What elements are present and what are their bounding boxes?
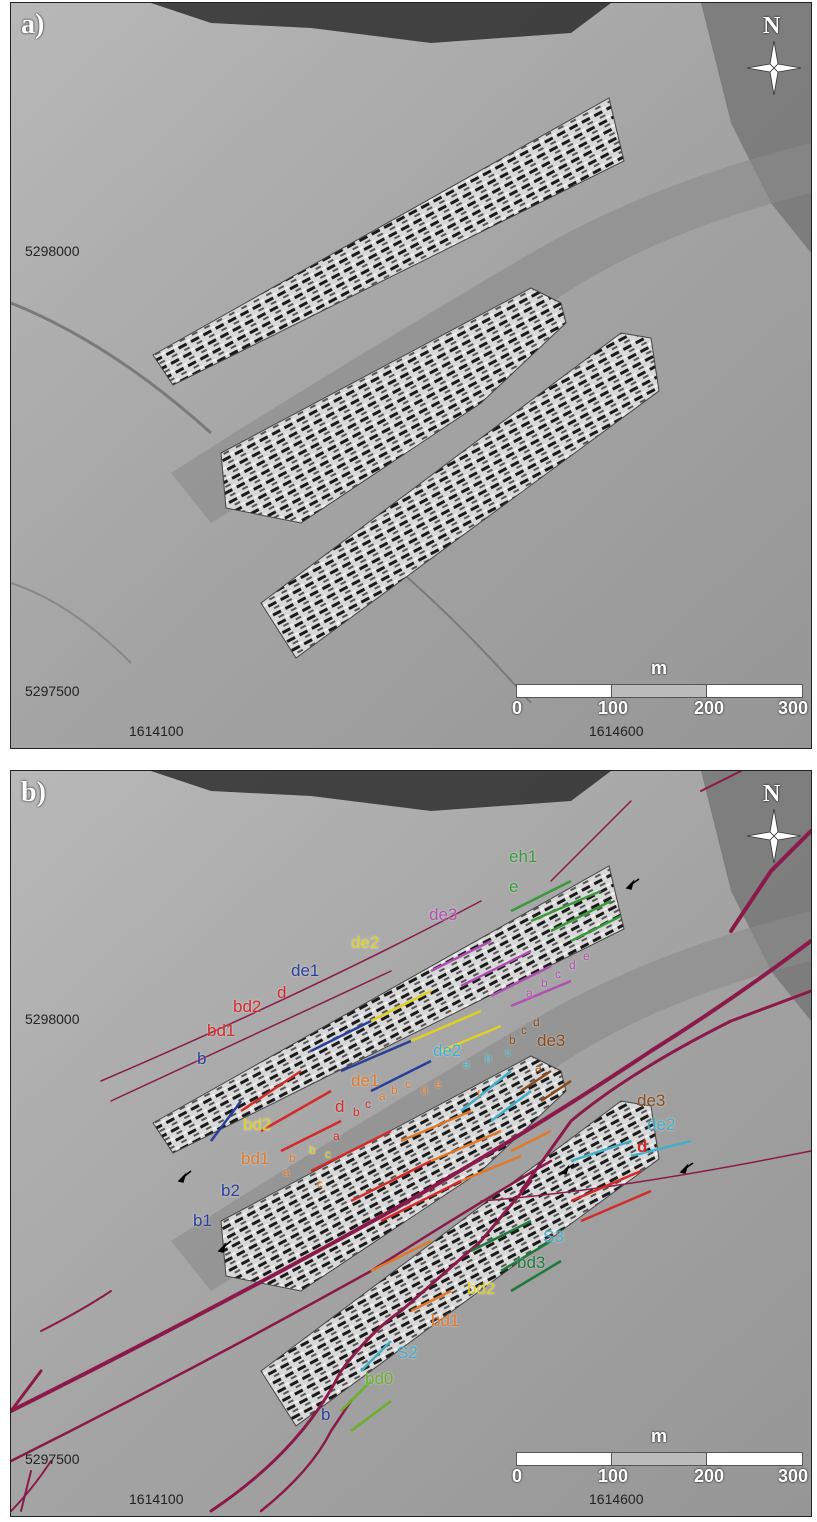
scale-tick: 200: [694, 698, 725, 718]
label-b-orange-mid: b: [391, 1083, 398, 1097]
label-d-orange-mid: d: [421, 1083, 428, 1097]
label-bd2-yellow-low: bd2: [467, 1279, 496, 1298]
northing-label-top: 5298000: [25, 1011, 80, 1027]
label-e-purple: e: [583, 949, 590, 963]
label-a-brown: a: [535, 1061, 542, 1075]
compass-rose-icon: [747, 809, 801, 863]
scale-tick: 100: [598, 698, 629, 718]
north-arrow: N: [743, 13, 803, 103]
label-de3-purple: de3: [429, 905, 458, 924]
label-a-orange-left: a: [283, 1165, 290, 1179]
scarp-traces: [210, 879, 692, 1432]
hillshade-map-b: [11, 771, 811, 1516]
scale-tick: 200: [694, 1466, 725, 1486]
scale-tick: 300: [778, 698, 809, 718]
scale-tick: 0: [512, 698, 523, 718]
label-S2-cyan: S2: [397, 1343, 418, 1362]
label-de2-cyan-right: de2: [647, 1115, 676, 1134]
label-a-purple: a: [526, 986, 533, 1000]
scale-tick: 100: [598, 1466, 629, 1486]
label-eh1: eh1: [509, 847, 538, 866]
scale-tick: 0: [512, 1466, 523, 1486]
label-de1-orange: de1: [351, 1071, 380, 1090]
label-b2-blue: b2: [221, 1181, 240, 1200]
arrow-markers: [177, 878, 694, 1253]
label-b1-blue: b1: [193, 1211, 212, 1230]
label-de3-brown-right: de3: [637, 1091, 666, 1110]
scale-segment: [516, 684, 613, 698]
label-d-red-right: d: [637, 1137, 648, 1156]
easting-label-left: 1614100: [129, 723, 184, 739]
hillshade-map-a: [11, 3, 811, 748]
label-bd2-yellow: bd2: [243, 1115, 272, 1134]
scale-segment: [706, 684, 803, 698]
easting-label-right: 1614600: [589, 1491, 644, 1507]
northing-label-bottom: 5297500: [25, 1451, 80, 1467]
label-d-red-mid: d: [335, 1097, 345, 1116]
scale-segment: [611, 684, 708, 698]
label-f-orange-mid: f: [477, 1087, 481, 1101]
scale-segment: [516, 1452, 613, 1466]
label-c-purple: c: [555, 967, 561, 981]
label-c-red-mid: c: [365, 1097, 371, 1111]
label-c-orange-mid: c: [405, 1077, 411, 1091]
label-b-blue-low: b: [321, 1405, 331, 1424]
map-panel-a: a) N 5298000 5297500 1614100 1614600 m 0…: [10, 2, 812, 749]
easting-label-left: 1614100: [129, 1491, 184, 1507]
label-b-red-mid: b: [353, 1105, 360, 1119]
scale-unit: m: [651, 1426, 668, 1446]
label-b-yellow: b: [309, 1143, 316, 1157]
compass-rose-icon: [747, 41, 801, 95]
label-b-purple: b: [541, 976, 548, 990]
label-b-orange-left: b: [289, 1151, 296, 1165]
label-bd0-lime: bd0: [365, 1369, 394, 1388]
label-b-cyan: b: [485, 1051, 492, 1065]
label-c-yellow: c: [325, 1147, 331, 1161]
label-de2-cyan: de2: [433, 1041, 462, 1060]
label-b-blue-top: b: [197, 1049, 207, 1068]
scale-segment: [611, 1452, 708, 1466]
survey-strip-north: [152, 97, 625, 386]
label-de1-blue: de1: [291, 961, 320, 980]
label-a-red-mid: a: [333, 1129, 340, 1143]
label-bd1-orange: bd1: [241, 1149, 270, 1168]
label-bd2-red: bd2: [233, 997, 262, 1016]
scale-segment: [706, 1452, 803, 1466]
label-d-brown: d: [533, 1015, 540, 1029]
label-bd3-green: bd3: [517, 1253, 546, 1272]
scale-bar: m 0 100 200 300: [512, 658, 809, 738]
label-de2-yellow: de2: [351, 933, 380, 952]
label-e-orange-mid: e: [435, 1077, 442, 1091]
panel-label: a): [21, 9, 45, 40]
label-S3-cyan: S3: [543, 1227, 564, 1246]
label-de3-brown: de3: [537, 1031, 566, 1050]
northing-label-top: 5298000: [25, 243, 80, 259]
label-b-brown: b: [509, 1033, 516, 1047]
map-panel-b: eh1 e de3 a b c d e de2 de1 bd2 d bd1 b …: [10, 770, 812, 1517]
label-e-green: e: [509, 877, 519, 896]
northing-label-bottom: 5297500: [25, 683, 80, 699]
fault-lines: [11, 771, 811, 1513]
label-bd1-orange-low: bd1: [431, 1311, 460, 1330]
easting-label-right: 1614600: [589, 723, 644, 739]
panel-label: b): [21, 777, 46, 808]
scale-tick: 300: [778, 1466, 809, 1486]
label-d-purple: d: [569, 958, 576, 972]
survey-strip-middle: [220, 287, 567, 524]
label-d-red-top: d: [277, 983, 287, 1002]
label-bd1-red: bd1: [207, 1021, 236, 1040]
label-a-orange-mid: a: [379, 1089, 386, 1103]
north-label: N: [763, 781, 781, 807]
scale-bar: m 0 100 200 300: [512, 1426, 809, 1506]
north-label: N: [763, 13, 781, 39]
label-c-cyan: c: [505, 1045, 511, 1059]
north-arrow: N: [743, 781, 803, 871]
label-a-cyan: a: [463, 1057, 470, 1071]
label-c-orange-left: c: [317, 1177, 323, 1191]
label-c-brown: c: [521, 1023, 527, 1037]
survey-strip-south: [260, 332, 660, 659]
scale-unit: m: [651, 658, 668, 678]
